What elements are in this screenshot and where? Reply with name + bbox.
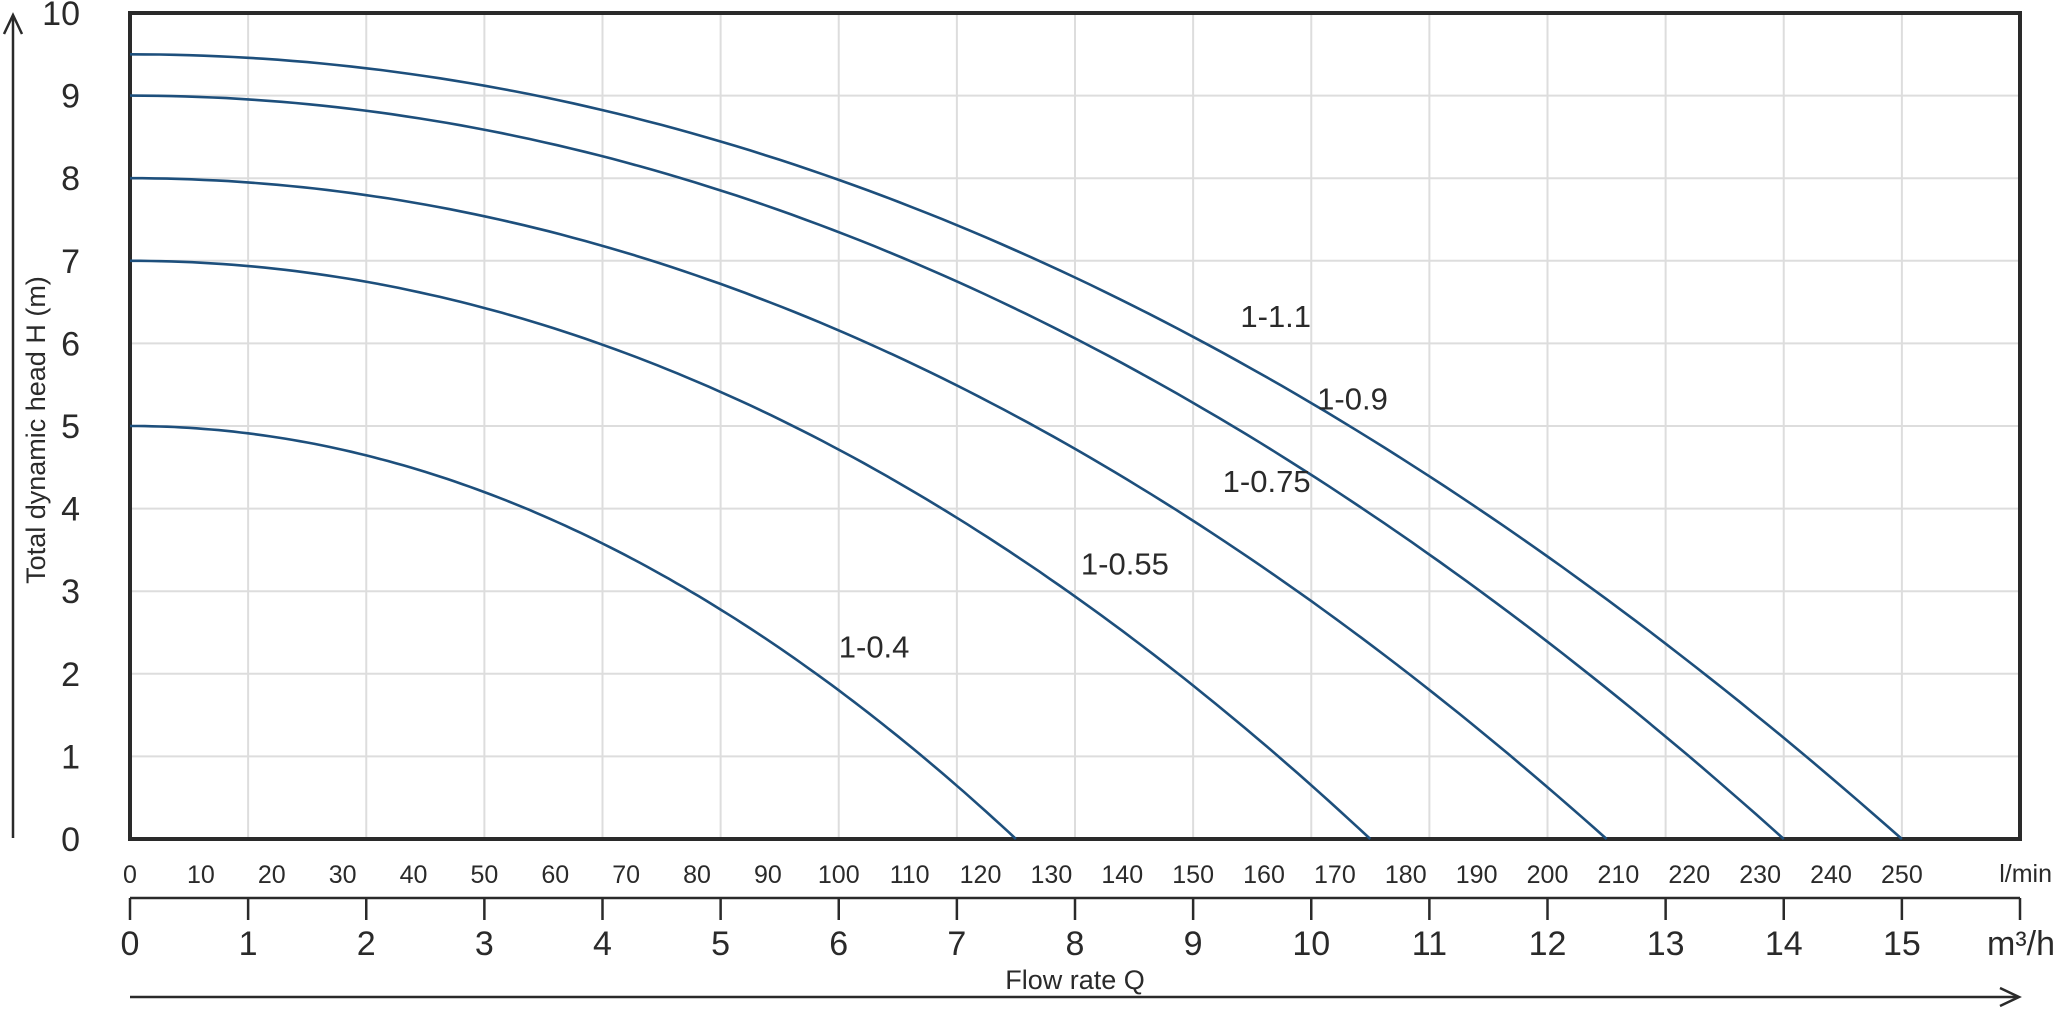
curve-1-0.55 [130, 259, 1372, 840]
x-tick-label-lmin: 250 [1881, 861, 1923, 889]
x-tick-label-m3h: 15 [1883, 925, 1921, 963]
curve-label-1-0.4: 1-0.4 [839, 629, 910, 664]
x-tick-label-m3h: 8 [1066, 925, 1085, 963]
y-tick-label: 1 [61, 738, 80, 776]
y-tick-label: 8 [61, 160, 80, 198]
x-tick-label-m3h: 7 [947, 925, 966, 963]
y-tick-label: 9 [61, 78, 80, 116]
y-tick-label: 0 [61, 821, 80, 859]
x-tick-label-lmin: 140 [1101, 861, 1143, 889]
curves [129, 53, 1903, 840]
x-tick-label-lmin: 240 [1810, 861, 1852, 889]
y-tick-label: 5 [61, 408, 80, 446]
x-tick-label-lmin: 190 [1456, 861, 1498, 889]
x-tick-label-m3h: 12 [1529, 925, 1567, 963]
x-unit-m3h: m³/h [1987, 925, 2055, 963]
x-tick-label-lmin: 120 [960, 861, 1002, 889]
x-tick-label-m3h: 9 [1184, 925, 1203, 963]
x-tick-label-lmin: 130 [1031, 861, 1073, 889]
y-tick-label: 10 [42, 0, 80, 33]
curve-labels: 1-0.4 1-0.55 1-0.75 1-0.9 1-1.1 [839, 299, 1388, 664]
curve-label-1-0.9: 1-0.9 [1317, 381, 1388, 416]
x-ticks-lmin: 0 10 20 30 40 50 60 70 80 90 100 110 120 130 140 150 160… [123, 861, 1923, 889]
y-tick-label: 6 [61, 325, 80, 363]
curve-1-0.9 [129, 94, 1785, 840]
x-tick-label-lmin: 80 [683, 861, 711, 889]
y-axis-arrowhead [2, 12, 24, 35]
y-axis-title: Total dynamic head H (m) [21, 276, 51, 584]
curve-1-0.75 [130, 176, 1608, 840]
x-unit-lmin: l/min [1999, 860, 2052, 888]
x-tick-label-m3h: 4 [593, 925, 612, 963]
x-tick-label-lmin: 30 [329, 861, 357, 889]
x-tick-label-m3h: 0 [121, 925, 140, 963]
y-tick-label: 4 [61, 491, 80, 529]
y-tick-labels: 0 1 2 3 4 5 6 7 8 9 10 [42, 0, 80, 859]
x-tick-label-lmin: 70 [612, 861, 640, 889]
y-tick-label: 3 [61, 573, 80, 611]
x-tick-label-m3h: 5 [711, 925, 730, 963]
x-tick-label-m3h: 3 [475, 925, 494, 963]
y-tick-label: 7 [61, 243, 80, 281]
x-tick-label-lmin: 10 [187, 861, 215, 889]
x-tick-label-m3h: 14 [1765, 925, 1803, 963]
grid [130, 13, 2020, 839]
x-tick-label-lmin: 210 [1598, 861, 1640, 889]
x-tick-label-m3h: 13 [1647, 925, 1685, 963]
x-tick-label-lmin: 220 [1668, 861, 1710, 889]
x-axis-m3h: 0 1 2 3 4 5 6 7 8 9 10 11 12 13 14 15 [121, 896, 2022, 963]
curve-label-1-1.1: 1-1.1 [1240, 299, 1311, 334]
x-tick-label-lmin: 0 [123, 861, 137, 889]
x-tick-label-lmin: 110 [890, 861, 930, 889]
y-tick-label: 2 [61, 656, 80, 694]
x-tick-label-lmin: 200 [1527, 861, 1569, 889]
curve-1-1.1 [129, 53, 1903, 840]
x-tick-label-lmin: 100 [818, 861, 860, 889]
x-tick-label-lmin: 40 [400, 861, 428, 889]
x-tick-label-m3h: 2 [357, 925, 376, 963]
x-axis-title: Flow rate Q [1005, 965, 1145, 995]
x-axis-arrowhead [1999, 986, 2022, 1008]
x-tick-label-m3h: 11 [1412, 925, 1447, 963]
x-tick-label-m3h: 10 [1292, 925, 1330, 963]
x-tick-label-lmin: 170 [1314, 861, 1356, 889]
curve-label-1-0.55: 1-0.55 [1081, 547, 1169, 582]
x-tick-label-lmin: 90 [754, 861, 782, 889]
x-tick-label-lmin: 50 [470, 861, 498, 889]
x-tick-label-m3h: 1 [239, 925, 258, 963]
x-tick-label-lmin: 60 [541, 861, 569, 889]
curve-label-1-0.75: 1-0.75 [1223, 464, 1311, 499]
x-tick-label-lmin: 150 [1172, 861, 1214, 889]
x-tick-label-lmin: 160 [1243, 861, 1285, 889]
x-tick-label-lmin: 180 [1385, 861, 1427, 889]
x-tick-label-m3h: 6 [829, 925, 848, 963]
curve-1-0.4 [130, 424, 1017, 840]
x-tick-label-lmin: 230 [1739, 861, 1781, 889]
x-tick-label-lmin: 20 [258, 861, 286, 889]
